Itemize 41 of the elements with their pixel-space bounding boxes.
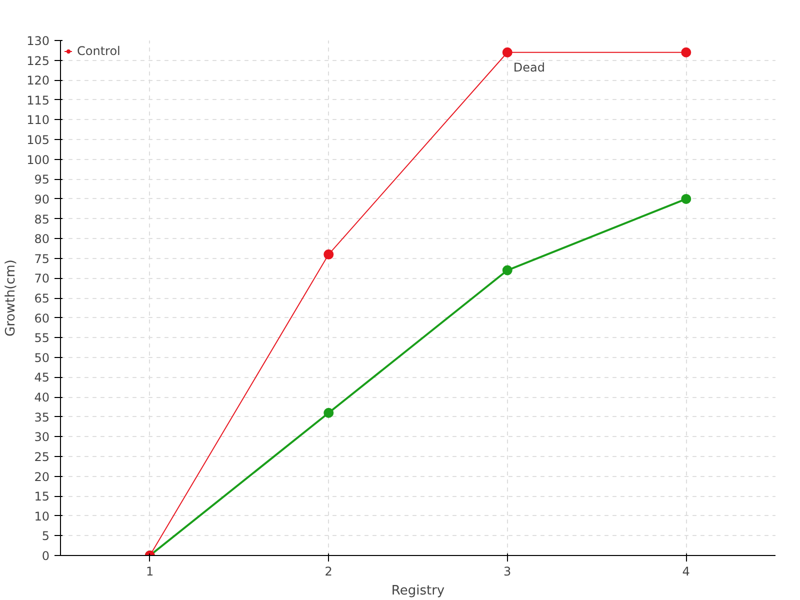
y-tick-label: 95 <box>34 172 50 187</box>
point <box>681 194 692 204</box>
point <box>502 265 512 276</box>
y-tick-label: 105 <box>26 133 50 148</box>
point <box>324 249 334 260</box>
y-tick-label: 45 <box>34 370 50 385</box>
y-tick-label: 40 <box>34 390 50 405</box>
y-tick-label: 70 <box>34 272 50 286</box>
x-tick-label: 3 <box>504 564 512 578</box>
point <box>324 408 334 418</box>
x-tick-label: 1 <box>146 564 154 578</box>
y-tick-label: 50 <box>34 350 50 365</box>
y-tick-label: 5 <box>42 529 50 544</box>
y-tick-label: 85 <box>34 212 50 226</box>
y-tick-label: 55 <box>34 331 50 346</box>
y-tick-label: 15 <box>34 490 50 504</box>
y-tick-label: 90 <box>34 192 50 206</box>
x-axis-title: Registry <box>391 584 445 598</box>
y-tick-label: 75 <box>34 252 50 266</box>
y-tick-label: 100 <box>26 152 50 167</box>
x-tick-label: 2 <box>324 564 332 578</box>
y-tick-label: 125 <box>26 54 50 68</box>
y-tick-label: 30 <box>34 430 50 444</box>
y-tick-label: 20 <box>34 470 50 484</box>
y-tick-label: 80 <box>34 232 50 246</box>
y-tick-label: 25 <box>34 450 50 464</box>
y-tick-label: 110 <box>26 113 50 128</box>
point <box>502 47 512 58</box>
y-tick-label: 130 <box>26 34 50 48</box>
legend-label: Control <box>77 44 120 58</box>
y-tick-label: 120 <box>26 74 50 88</box>
y-axis-title: Growth(cm) <box>4 259 19 337</box>
y-tick-label: 35 <box>34 410 50 424</box>
y-tick-label: 0 <box>42 549 50 563</box>
annotation: Dead <box>513 60 545 74</box>
y-tick-label: 65 <box>34 292 50 306</box>
x-tick-label: 4 <box>682 564 690 578</box>
y-tick-label: 10 <box>34 509 50 524</box>
y-tick-label: 60 <box>34 311 50 326</box>
point <box>681 47 692 58</box>
y-tick-label: 115 <box>26 93 50 108</box>
